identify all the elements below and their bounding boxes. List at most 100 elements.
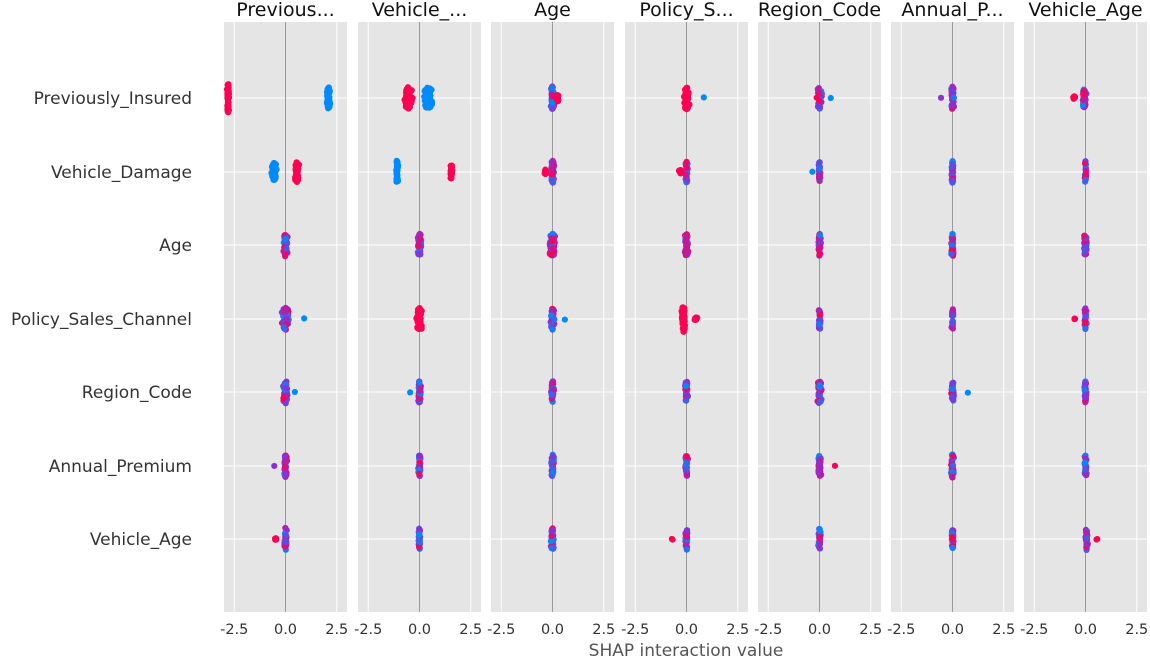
data-point [1081,387,1088,394]
data-point [816,232,824,239]
data-point [423,102,430,109]
data-point [272,167,279,174]
data-point [949,386,956,393]
data-point [815,246,822,253]
data-point [683,158,690,165]
data-point [273,535,280,542]
x-tick-label: -2.5 [887,622,915,638]
data-point [816,533,824,540]
data-point [683,453,691,460]
data-point [950,94,958,101]
data-point [282,400,289,407]
data-point [809,168,816,175]
x-axis-label: SHAP interaction value [589,641,784,660]
data-point [683,231,690,238]
data-point [685,95,692,102]
data-point [1093,536,1101,543]
data-point [447,175,454,182]
data-point [683,546,690,553]
data-point [548,391,555,398]
data-point [1082,313,1089,321]
data-point [831,462,839,469]
data-point [817,239,824,246]
data-point [406,103,413,111]
data-point [948,170,955,178]
x-tick-label: 2.5 [325,622,348,638]
data-point [416,314,423,321]
panel-title: Region_Code [758,0,881,21]
data-point [680,318,687,325]
data-point [817,311,824,318]
data-point [949,178,957,185]
data-point [683,467,690,474]
x-tick-label: -2.5 [220,622,248,638]
data-point [949,236,957,243]
data-point [416,470,423,477]
data-point [1082,176,1089,183]
x-tick-label: 0.0 [675,622,698,638]
data-point [948,250,955,258]
data-point [1071,315,1079,322]
data-point [950,452,957,460]
data-point [548,235,556,242]
data-point [283,245,290,252]
data-point [683,237,690,244]
data-point [550,386,557,393]
x-tick-label: 0.0 [1074,622,1097,638]
data-point [949,468,956,475]
data-point [284,457,291,464]
data-point [949,83,956,90]
data-point [549,379,557,386]
data-point [816,460,823,467]
data-point [301,315,308,322]
data-point [415,531,423,539]
data-point [950,312,957,319]
data-point [1082,393,1089,401]
row-label: Vehicle_Damage [51,163,192,183]
data-point [682,382,690,390]
data-point [415,543,423,551]
data-point [1082,246,1089,253]
data-point [684,104,691,112]
data-point [548,164,555,171]
data-point [548,545,555,552]
data-point [225,83,232,90]
data-point [682,462,690,469]
data-point [282,543,289,550]
data-point [428,101,436,108]
data-point [294,160,301,167]
data-point [1083,472,1090,479]
data-point [949,101,956,108]
data-point [549,99,556,106]
data-point [407,99,414,106]
data-point [816,321,823,328]
data-point [548,158,556,165]
data-point [683,533,691,541]
data-point [547,251,554,258]
data-point [549,245,557,252]
x-tick-label: -2.5 [354,622,382,638]
data-point [677,167,684,174]
x-tick-label: 2.5 [1125,622,1148,638]
data-point [271,462,278,470]
data-point [679,304,686,311]
x-tick-label: -2.5 [1020,622,1048,638]
data-point [282,524,289,532]
data-point [949,230,956,238]
data-point [416,236,424,243]
data-point [271,160,279,167]
data-point [547,538,555,545]
data-point [324,102,332,109]
subplot-panel: Region_Code -2.5 0.0 2.5 [754,0,882,638]
data-point [415,241,422,248]
data-point [1081,319,1089,326]
data-point [692,314,700,321]
panel-title: Vehicle_Age [1028,0,1142,21]
x-tick-label: 2.5 [992,622,1015,638]
data-point [827,94,834,102]
data-point [280,324,287,331]
data-point [555,97,562,104]
data-point [1079,101,1087,109]
data-point [294,177,301,184]
